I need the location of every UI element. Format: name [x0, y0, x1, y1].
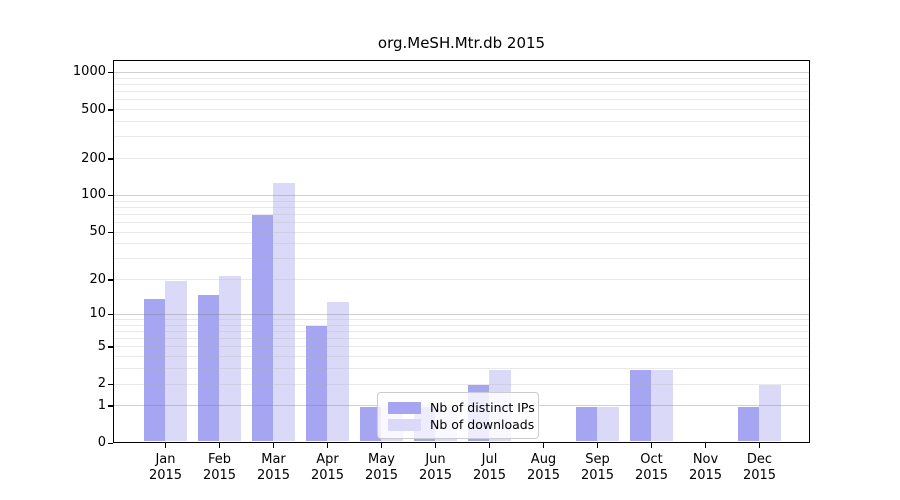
chart-title: org.MeSH.Mtr.db 2015 — [377, 34, 546, 52]
bar-may-distinct-ips — [359, 406, 381, 441]
x-tick-mark — [488, 443, 491, 448]
bar-oct-downloads — [651, 369, 673, 441]
y-tick-mark — [108, 231, 113, 234]
x-tick-mark — [704, 443, 707, 448]
x-tick-mark — [218, 443, 221, 448]
y-tick-label-1: 1 — [97, 397, 106, 413]
x-tick-label-aug: Aug 2015 — [526, 452, 561, 483]
x-tick-label-jun: Jun 2015 — [418, 452, 453, 483]
bar-apr-distinct-ips — [305, 326, 327, 441]
x-tick-label-jan: Jan 2015 — [148, 452, 183, 483]
legend-swatch-downloads — [388, 418, 421, 431]
legend-item-downloads: Nb of downloads — [388, 416, 534, 433]
x-tick-mark — [542, 443, 545, 448]
legend-item-distinct-ips: Nb of distinct IPs — [388, 399, 535, 416]
x-tick-mark — [380, 443, 383, 448]
bar-dec-distinct-ips — [737, 406, 759, 441]
x-tick-mark — [758, 443, 761, 448]
y-tick-label-200: 200 — [81, 150, 106, 166]
bar-sep-distinct-ips — [575, 406, 597, 441]
bar-mar-downloads — [273, 182, 295, 441]
x-tick-label-nov: Nov 2015 — [688, 452, 723, 483]
y-tick-label-500: 500 — [81, 101, 106, 117]
x-tick-label-feb: Feb 2015 — [202, 452, 237, 483]
bar-feb-downloads — [219, 275, 241, 441]
x-tick-mark — [434, 443, 437, 448]
x-tick-label-sep: Sep 2015 — [580, 452, 615, 483]
y-tick-label-20: 20 — [89, 271, 106, 287]
y-tick-label-0: 0 — [97, 435, 106, 450]
y-tick-mark — [108, 346, 113, 348]
legend-label-distinct-ips: Nb of distinct IPs — [430, 400, 535, 415]
x-tick-label-jul: Jul 2015 — [472, 452, 507, 483]
x-tick-mark — [164, 443, 167, 448]
y-tick-mark — [108, 383, 113, 386]
legend-swatch-distinct-ips — [388, 401, 421, 414]
legend-label-downloads: Nb of downloads — [430, 417, 535, 432]
y-tick-label-5: 5 — [97, 338, 106, 354]
y-tick-mark — [108, 279, 113, 281]
y-tick-mark — [108, 109, 113, 111]
y-tick-mark — [108, 313, 113, 316]
y-tick-label-1000: 1000 — [72, 64, 106, 80]
x-tick-mark — [272, 443, 275, 448]
legend: Nb of distinct IPs Nb of downloads — [377, 392, 539, 439]
y-tick-label-100: 100 — [81, 187, 106, 203]
y-tick-mark — [108, 442, 113, 444]
y-tick-mark — [108, 194, 113, 197]
plot-area: Nb of distinct IPs Nb of downloads — [113, 60, 810, 443]
bar-sep-downloads — [597, 406, 619, 441]
y-tick-mark — [108, 405, 113, 407]
bar-mar-distinct-ips — [251, 215, 273, 441]
bar-jan-downloads — [165, 280, 187, 441]
bar-feb-distinct-ips — [197, 295, 219, 441]
x-tick-label-dec: Dec 2015 — [742, 452, 777, 483]
x-tick-mark — [596, 443, 599, 448]
y-tick-label-10: 10 — [89, 306, 106, 322]
bar-dec-downloads — [759, 385, 781, 441]
y-tick-label-50: 50 — [89, 224, 106, 240]
x-tick-label-mar: Mar 2015 — [256, 452, 291, 483]
x-tick-label-may: May 2015 — [364, 452, 399, 483]
bar-oct-distinct-ips — [629, 369, 651, 441]
x-tick-mark — [650, 443, 653, 448]
y-tick-label-2: 2 — [97, 376, 106, 392]
bar-apr-downloads — [327, 302, 349, 441]
y-tick-mark — [108, 158, 113, 160]
bars-layer — [114, 61, 809, 442]
x-tick-label-oct: Oct 2015 — [634, 452, 669, 483]
y-tick-mark — [108, 71, 113, 74]
bar-jan-distinct-ips — [143, 298, 165, 441]
x-tick-mark — [326, 443, 329, 448]
x-tick-label-apr: Apr 2015 — [310, 452, 345, 483]
